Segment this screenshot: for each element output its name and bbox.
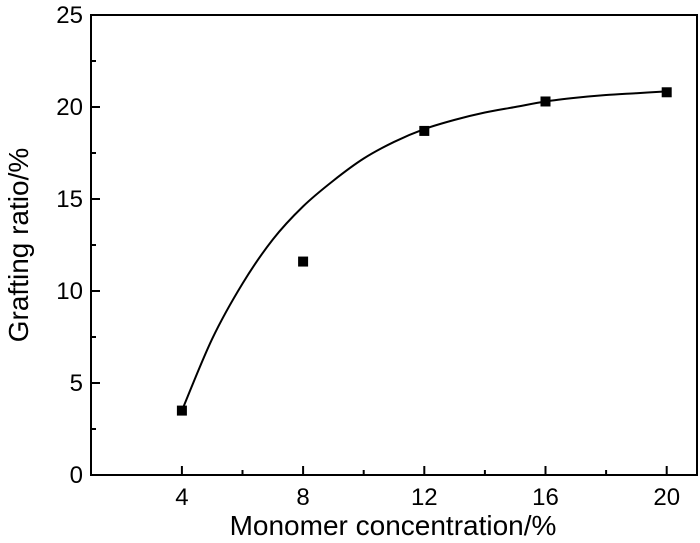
marker-layer: [176, 87, 672, 416]
fit-curve-layer: [180, 90, 667, 411]
data-point-marker: [419, 125, 430, 136]
y-axis-title: Grafting ratio/%: [3, 148, 34, 343]
x-tick-label: 4: [175, 484, 188, 511]
y-tick-label: 25: [56, 2, 83, 29]
fit-curve: [180, 90, 667, 411]
x-tick-label: 8: [296, 484, 309, 511]
x-tick-label: 16: [532, 484, 559, 511]
x-tick-label: 20: [653, 484, 680, 511]
x-tick-label: 12: [411, 484, 438, 511]
data-point-marker: [540, 96, 551, 107]
data-point-marker: [298, 256, 309, 267]
y-tick-label: 0: [70, 462, 83, 489]
y-tick-label: 15: [56, 186, 83, 213]
data-point-marker: [176, 405, 187, 416]
y-tick-label: 20: [56, 94, 83, 121]
y-tick-label: 10: [56, 278, 83, 305]
axes: 4 8 12 16 20 0 5 10 15 20 25: [56, 2, 698, 511]
data-point-marker: [661, 87, 672, 98]
x-axis-title: Monomer concentration/%: [230, 510, 557, 541]
y-tick-label: 5: [70, 370, 83, 397]
